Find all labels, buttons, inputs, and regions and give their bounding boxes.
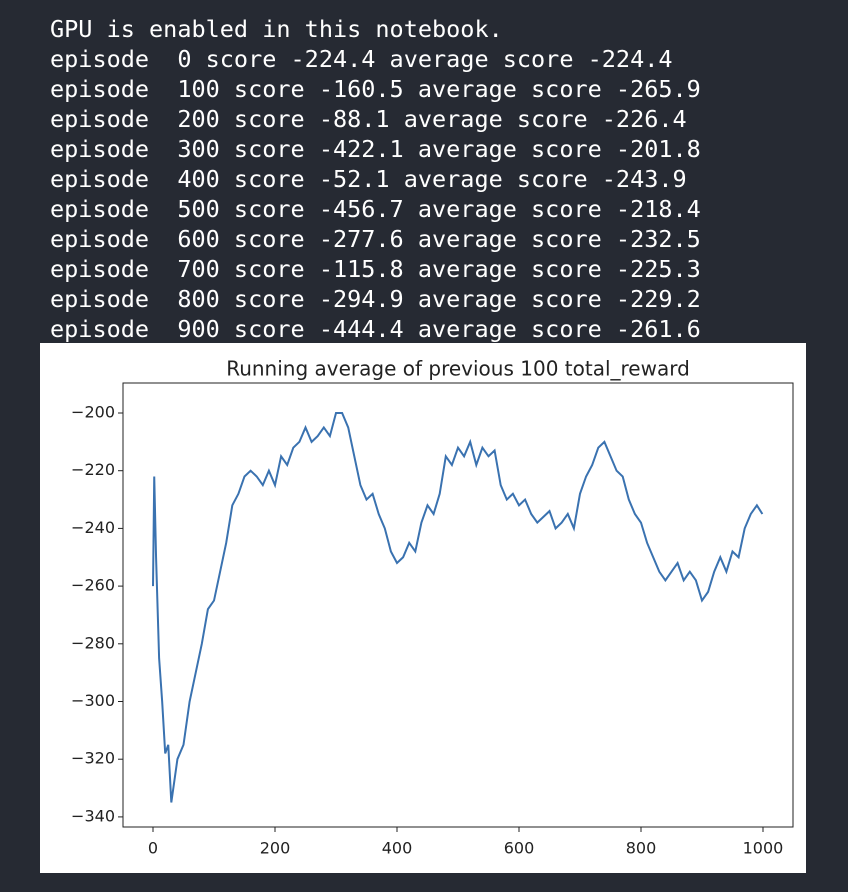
- chart-title: Running average of previous 100 total_re…: [226, 357, 690, 381]
- x-tick-label: 600: [504, 839, 535, 858]
- output-line: episode 600 score -277.6 average score -…: [50, 225, 701, 253]
- figure-background: [40, 343, 806, 873]
- x-tick-label: 0: [148, 839, 158, 858]
- output-line: episode 700 score -115.8 average score -…: [50, 255, 701, 283]
- output-line: episode 800 score -294.9 average score -…: [50, 285, 701, 313]
- output-line: episode 0 score -224.4 average score -22…: [50, 45, 673, 73]
- output-line: episode 200 score -88.1 average score -2…: [50, 105, 687, 133]
- y-tick-label: −340: [71, 806, 115, 825]
- y-tick-label: −260: [71, 576, 115, 595]
- chart: Running average of previous 100 total_re…: [40, 343, 806, 873]
- y-tick-label: −220: [71, 460, 115, 479]
- line-series: [152, 412, 764, 803]
- y-tick-label: −280: [71, 633, 115, 652]
- x-tick-label: 200: [260, 839, 291, 858]
- output-line: episode 100 score -160.5 average score -…: [50, 75, 701, 103]
- axes-frame: [122, 382, 794, 828]
- output-line: episode 900 score -444.4 average score -…: [50, 315, 701, 343]
- output-line: GPU is enabled in this notebook.: [50, 15, 503, 43]
- x-tick-label: 400: [382, 839, 413, 858]
- y-tick-label: −320: [71, 749, 115, 768]
- x-tick-label: 800: [626, 839, 657, 858]
- y-tick-label: −300: [71, 691, 115, 710]
- y-tick-label: −200: [71, 403, 115, 422]
- output-line: episode 400 score -52.1 average score -2…: [50, 165, 687, 193]
- output-line: episode 300 score -422.1 average score -…: [50, 135, 701, 163]
- output-line: episode 500 score -456.7 average score -…: [50, 195, 701, 223]
- cell-output: GPU is enabled in this notebook. episode …: [50, 14, 701, 344]
- x-tick-label: 1000: [743, 839, 784, 858]
- y-tick-label: −240: [71, 518, 115, 537]
